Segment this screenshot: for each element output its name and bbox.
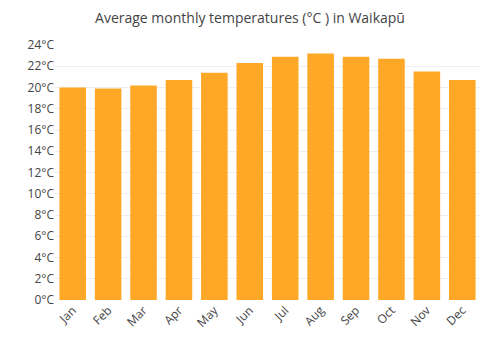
svg-text:8°C: 8°C xyxy=(34,206,54,223)
svg-text:Sep: Sep xyxy=(336,302,363,329)
svg-text:18°C: 18°C xyxy=(28,100,55,117)
svg-text:Jun: Jun xyxy=(231,302,256,327)
svg-text:Jul: Jul xyxy=(270,302,292,324)
svg-text:Dec: Dec xyxy=(442,302,469,329)
svg-text:Apr: Apr xyxy=(160,302,186,328)
svg-text:Average monthly temperatures (: Average monthly temperatures (°C ) in Wa… xyxy=(95,8,405,27)
svg-text:12°C: 12°C xyxy=(28,164,55,181)
svg-text:20°C: 20°C xyxy=(28,79,55,96)
svg-text:Mar: Mar xyxy=(123,302,151,330)
svg-text:22°C: 22°C xyxy=(28,57,55,74)
svg-text:Feb: Feb xyxy=(89,302,115,328)
svg-text:Jan: Jan xyxy=(55,302,80,327)
svg-text:Nov: Nov xyxy=(406,302,434,330)
svg-text:10°C: 10°C xyxy=(28,185,55,202)
svg-text:0°C: 0°C xyxy=(34,291,54,308)
svg-text:4°C: 4°C xyxy=(34,249,54,266)
svg-text:14°C: 14°C xyxy=(28,142,55,159)
svg-text:May: May xyxy=(193,301,222,330)
svg-text:Aug: Aug xyxy=(300,302,328,330)
svg-text:6°C: 6°C xyxy=(34,227,54,244)
svg-text:24°C: 24°C xyxy=(28,36,55,53)
svg-text:Oct: Oct xyxy=(373,302,399,328)
svg-text:2°C: 2°C xyxy=(34,270,54,287)
svg-text:16°C: 16°C xyxy=(28,121,55,138)
